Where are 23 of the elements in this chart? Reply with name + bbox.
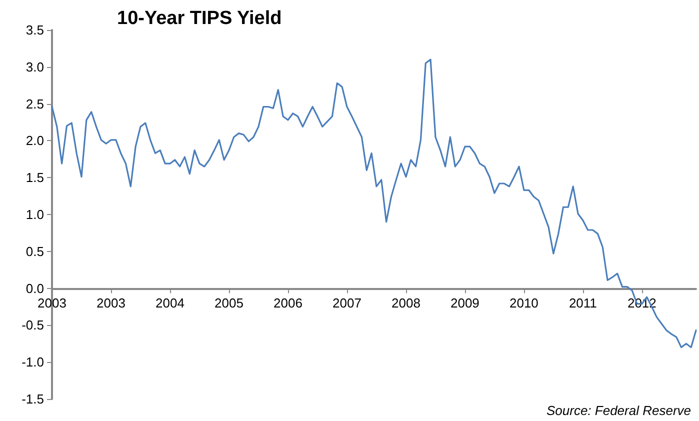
y-tick-label: 0.5 [26,244,44,259]
source-note: Source: Federal Reserve [546,403,692,418]
x-tick-label: 2008 [391,295,420,310]
x-tick-label: 2010 [509,295,538,310]
x-tick-label: 2003 [96,295,126,310]
x-tick-label: 2009 [450,295,480,310]
x-tick-label: 2003 [38,295,66,310]
y-tick-label: 2.5 [26,96,44,112]
chart-title: 10-Year TIPS Yield [117,8,282,29]
y-tick-label: -1.0 [22,354,44,370]
x-tick-label: 2004 [156,295,184,310]
y-tick-label: 0.0 [26,280,44,296]
y-tick-label: -1.5 [22,392,44,406]
x-tick-label: 2011 [568,295,597,310]
y-tick-label: 3.0 [26,59,44,74]
y-tick-label: 2.0 [26,133,44,148]
x-tick-label: 2006 [274,295,302,310]
y-tick-label: 1.0 [26,207,44,222]
y-tick-label: -0.5 [22,318,44,333]
x-tick-label: 2005 [214,295,244,310]
y-tick-label: 3.5 [26,22,44,38]
x-tick-label: 2007 [332,295,362,310]
y-tick-label: 1.5 [26,170,44,186]
